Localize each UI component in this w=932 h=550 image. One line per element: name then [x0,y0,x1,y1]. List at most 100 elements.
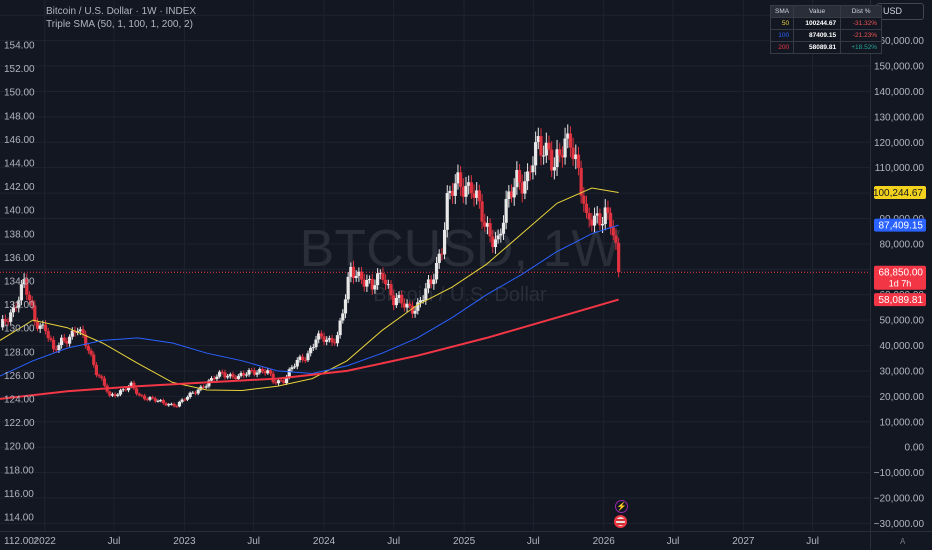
candle-body [448,190,452,194]
price-label-text: 87,409.15 [879,221,924,232]
candle-body [555,149,559,168]
candle-body [62,337,66,341]
candle-body [606,207,610,213]
candle-body [467,182,471,186]
candle-body [73,330,77,333]
candle-body [389,284,393,296]
candle-body [247,370,251,375]
candle-body [322,336,326,342]
candle-body [153,398,157,402]
candle-body [17,300,21,309]
left-axis-tick: 130.00 [4,324,35,335]
candle-body [421,299,425,301]
candle-body [51,339,56,350]
candle-body [159,400,163,402]
time-axis-tick: Jul [806,536,819,547]
candle-body [236,375,240,379]
candle-body [161,400,165,404]
left-axis-tick: 122.00 [4,418,35,429]
candle-body [354,275,358,279]
candle-body [124,389,128,391]
candle-body [116,394,120,396]
candle-body [11,307,15,313]
candle-body [59,337,64,346]
candle-body [108,391,112,396]
candle-body [343,299,348,314]
auto-scale-button[interactable]: A [900,537,906,546]
candle-body [223,372,227,378]
candle-body [306,353,310,361]
candle-body [560,155,565,158]
candle-body [520,182,524,194]
candle-body [183,399,187,401]
price-label-box [874,185,926,199]
candle-body [46,331,50,339]
candle-body [365,279,369,287]
sma-row-200: 200 58089.81 +18.52% [769,41,883,54]
candle-body [266,370,270,374]
left-axis-tick: 126.00 [4,371,35,382]
candle-body [459,172,463,187]
symbol-title[interactable]: Bitcoin / U.S. Dollar · 1W · INDEX [46,6,197,17]
dist-header: Dist % [840,5,883,18]
right-axis-tick: 160,000.00 [874,36,924,47]
candle-body [410,305,415,314]
right-axis-tick: 150,000.00 [874,62,924,73]
price-label-text: 68,850.00 [879,268,924,279]
candle-body [335,335,340,344]
currency-button[interactable]: USD [876,3,924,20]
candle-body [464,185,468,197]
candle-body [483,221,487,227]
candle-body [512,187,516,198]
candle-body [346,276,350,300]
left-axis-tick: 128.00 [4,347,35,358]
candle-body [504,198,508,223]
candle-body [180,399,184,402]
candle-body [614,235,618,243]
sma-value: 100244.67 [793,17,842,30]
candle-body [341,313,345,321]
candle-body [70,330,74,337]
price-label-box [874,218,926,232]
time-axis-tick: 2023 [173,536,196,547]
time-axis-tick: 2025 [453,536,476,547]
candle-body [172,403,176,407]
time-axis-tick: Jul [387,536,400,547]
indicator-title[interactable]: Triple SMA (50, 1, 100, 1, 200, 2) [46,19,193,30]
candle-body [38,325,42,329]
candle-body [429,279,433,285]
sma-row-100: 100 87409.15 -21.23% [769,29,883,42]
candle-body [49,338,53,340]
us-flag-icon[interactable] [614,515,627,528]
left-axis-tick: 148.00 [4,111,35,122]
sma-header: SMA [769,5,795,18]
candle-body [491,236,495,248]
candle-body [416,302,420,311]
time-axis-tick: Jul [108,536,121,547]
candle-body [574,154,578,160]
candle-body [362,279,366,287]
candle-body [239,373,243,376]
candle-body [408,303,412,306]
sma-dist: -21.23% [840,29,883,42]
candle-body [258,368,262,373]
candle-body [568,133,573,148]
time-axis-tick: Jul [247,536,260,547]
candle-body [255,372,259,375]
candle-body [507,191,511,199]
candle-body [370,278,374,290]
zoom-button[interactable]: Z [33,537,38,546]
candle-body [100,376,104,379]
candle-body [499,233,503,236]
candle-body [201,386,206,388]
candle-body [287,369,291,378]
time-axis-tick: 2027 [732,536,755,547]
candle-body [118,390,123,395]
sma-row-50: 50 100244.67 -31.32% [769,17,883,30]
flash-icon[interactable]: ⚡ [615,500,628,513]
candle-body [330,338,334,343]
candle-body [515,170,519,188]
candle-body [9,312,13,322]
time-axis-tick: Jul [667,536,680,547]
